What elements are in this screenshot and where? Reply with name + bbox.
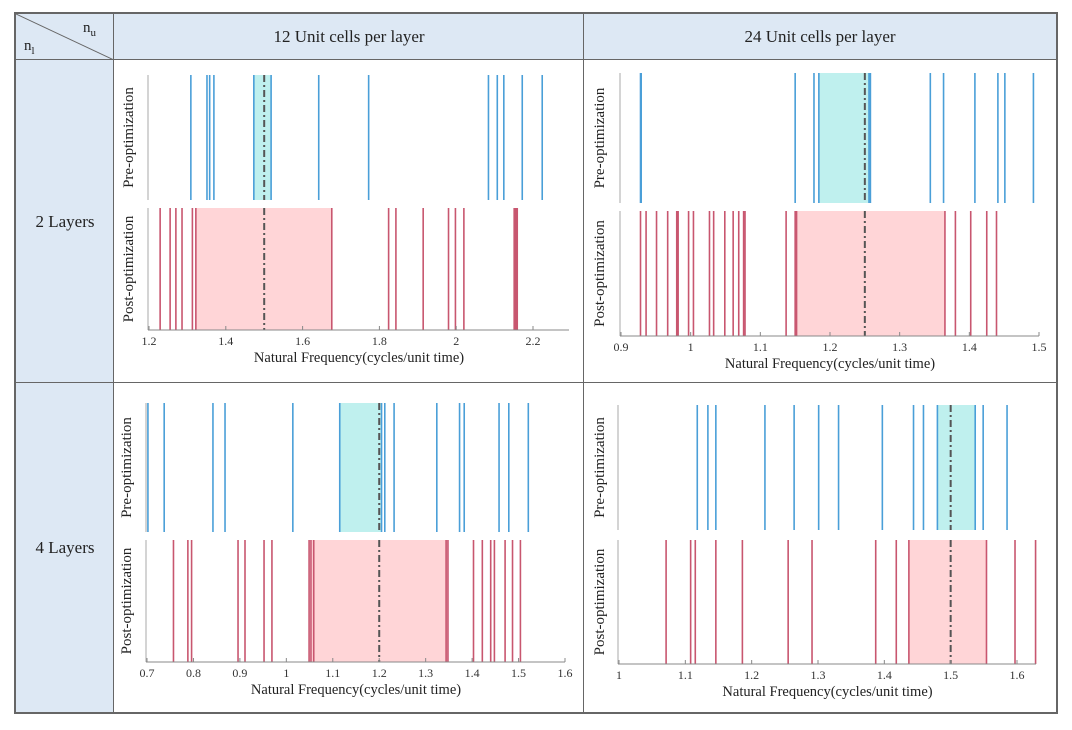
results-table: nu nl 12 Unit cells per layer 24 Unit ce… <box>14 12 1058 714</box>
grid-line-col1 <box>113 14 114 712</box>
x-tick-label: 1.4 <box>218 334 233 348</box>
chart-panel-1: 0.9 1 1.1 1.2 1.3 1.4 1.5 Natural Frequency(cyc… <box>592 73 1047 372</box>
pre-optimization-band <box>253 75 272 200</box>
x-axis-label: Natural Frequency(cycles/unit time) <box>722 684 932 700</box>
post-optimization-label: Post-optimization <box>592 220 608 327</box>
post-optimization-label: Post-optimization <box>121 215 137 322</box>
corner-label-nl: nl <box>24 38 35 57</box>
x-tick-label: 1 <box>616 668 622 682</box>
x-tick-label: 0.9 <box>232 666 247 680</box>
post-optimization-label: Post-optimization <box>119 547 135 654</box>
x-tick-label: 1 <box>283 666 289 680</box>
pre-optimization-label: Pre-optimization <box>119 417 135 518</box>
x-tick-label: 0.8 <box>186 666 201 680</box>
x-tick-label: 1.3 <box>418 666 433 680</box>
chart-panel-2: 0.7 0.8 0.9 1 1.1 1.2 1.3 1.4 1.5 1.6 Natural Freq… <box>119 403 573 698</box>
x-tick-label: 1.5 <box>943 668 958 682</box>
row-header-column <box>16 60 114 712</box>
corner-nu-text: n <box>83 20 91 36</box>
x-tick-label: 0.7 <box>140 666 155 680</box>
x-tick-label: 1.4 <box>962 340 977 354</box>
grid-line-col2 <box>583 14 584 712</box>
post-optimization-band <box>908 540 987 664</box>
x-axis-label: Natural Frequency(cycles/unit time) <box>254 350 464 366</box>
x-tick-label: 1.3 <box>811 668 826 682</box>
x-tick-label: 2 <box>453 334 459 348</box>
pre-optimization-label: Pre-optimization <box>121 87 137 188</box>
pre-optimization-band <box>937 405 976 530</box>
x-tick-label: 1.1 <box>753 340 768 354</box>
corner-nu-sub: u <box>90 27 97 39</box>
column-header-24-cells: 24 Unit cells per layer <box>744 27 896 46</box>
x-tick-label: 1.6 <box>295 334 310 348</box>
x-tick-label: 1 <box>688 340 694 354</box>
x-tick-label: 2.2 <box>526 334 541 348</box>
corner-label-nu: nu <box>83 20 96 39</box>
post-optimization-label: Post-optimization <box>592 548 608 655</box>
x-tick-label: 1.4 <box>465 666 480 680</box>
corner-nl-sub: l <box>31 45 35 57</box>
x-tick-label: 1.2 <box>823 340 838 354</box>
pre-optimization-band <box>339 403 383 532</box>
chart-panel-0: 1.2 1.4 1.6 1.8 2 2.2 Natural Frequency(cycles… <box>121 75 569 366</box>
x-tick-label: 1.5 <box>511 666 526 680</box>
x-axis-label: Natural Frequency(cycles/unit time) <box>251 682 461 698</box>
x-tick-label: 1.1 <box>325 666 340 680</box>
post-optimization-band <box>796 211 945 336</box>
row-header-2-layers: 2 Layers <box>35 211 95 231</box>
x-tick-label: 1.5 <box>1032 340 1047 354</box>
chart-panel-3: 1 1.1 1.2 1.3 1.4 1.5 1.6 Natural Frequency(cyc… <box>592 405 1037 700</box>
corner-diagonal <box>16 14 114 60</box>
x-tick-label: 1.1 <box>678 668 693 682</box>
x-tick-label: 1.4 <box>877 668 892 682</box>
x-tick-label: 1.6 <box>1010 668 1025 682</box>
pre-optimization-label: Pre-optimization <box>592 87 608 188</box>
x-tick-label: 1.3 <box>892 340 907 354</box>
grid-line-row <box>16 382 1056 383</box>
x-tick-label: 1.2 <box>142 334 157 348</box>
x-tick-label: 1.8 <box>372 334 387 348</box>
corner-nl-text: n <box>24 38 32 54</box>
x-tick-label: 1.2 <box>372 666 387 680</box>
x-tick-label: 1.2 <box>744 668 759 682</box>
x-tick-label: 1.6 <box>558 666 573 680</box>
row-header-4-layers: 4 Layers <box>35 537 95 557</box>
pre-optimization-band <box>818 73 870 203</box>
grid-line-header <box>16 59 1056 60</box>
x-tick-label: 0.9 <box>614 340 629 354</box>
pre-optimization-label: Pre-optimization <box>592 417 608 518</box>
header-row <box>16 14 1056 60</box>
column-header-12-cells: 12 Unit cells per layer <box>273 27 425 46</box>
x-axis-label: Natural Frequency(cycles/unit time) <box>725 356 935 372</box>
